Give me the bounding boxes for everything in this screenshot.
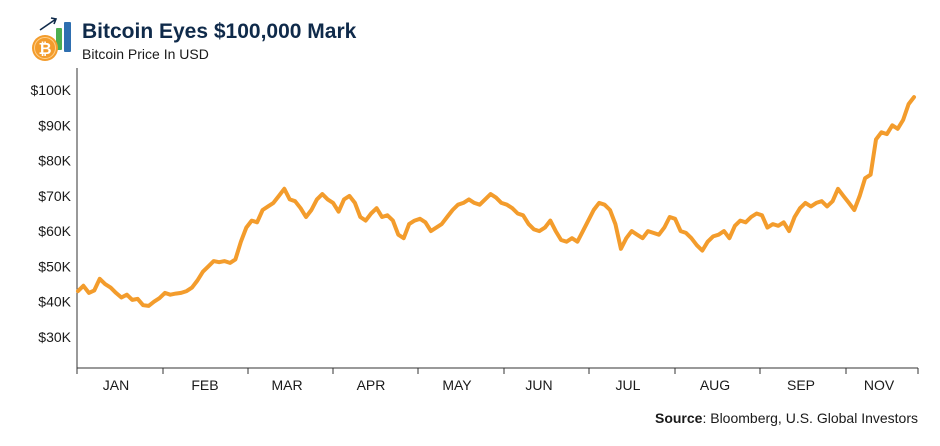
- x-tick-label: NOV: [864, 377, 895, 393]
- y-tick-label: $30K: [38, 329, 71, 345]
- y-tick-label: $50K: [38, 258, 71, 274]
- source-note: Source: Bloomberg, U.S. Global Investors: [655, 410, 918, 426]
- chart-title: Bitcoin Eyes $100,000 Mark: [82, 20, 357, 43]
- y-axis: $30K $40K $50K $60K $70K $80K $90K $100K: [31, 68, 78, 368]
- bitcoin-price-line: [76, 95, 916, 308]
- x-tick-label: SEP: [787, 377, 815, 393]
- y-tick-label: $70K: [38, 188, 71, 204]
- y-tick-label: $80K: [38, 153, 71, 169]
- series-layer: [76, 95, 916, 308]
- svg-text:₿: ₿: [38, 40, 51, 58]
- x-tick-label: MAR: [271, 377, 302, 393]
- source-label: Source: [654, 410, 703, 426]
- y-tick-label: $100K: [31, 82, 72, 98]
- bitcoin-growth-icon: ₿: [32, 17, 71, 61]
- x-tick-label: AUG: [700, 377, 730, 393]
- x-tick-label: JUL: [616, 377, 641, 393]
- y-tick-label: $60K: [38, 223, 71, 239]
- y-tick-label: $90K: [38, 117, 71, 133]
- chart-subtitle: Bitcoin Price In USD: [82, 46, 209, 62]
- x-axis: JAN FEB MAR APR MAY JUN JUL AUG SEP NOV: [76, 367, 919, 393]
- x-tick-label: JUN: [525, 377, 552, 393]
- y-tick-label: $40K: [38, 294, 71, 310]
- source-text: : Bloomberg, U.S. Global Investors: [702, 410, 918, 426]
- x-tick-label: JAN: [103, 377, 129, 393]
- x-tick-label: FEB: [191, 377, 218, 393]
- x-tick-label: APR: [357, 377, 386, 393]
- x-tick-label: MAY: [442, 377, 472, 393]
- chart-header: ₿ Bitcoin Eyes $100,000 Mark Bitcoin Pri…: [30, 14, 630, 64]
